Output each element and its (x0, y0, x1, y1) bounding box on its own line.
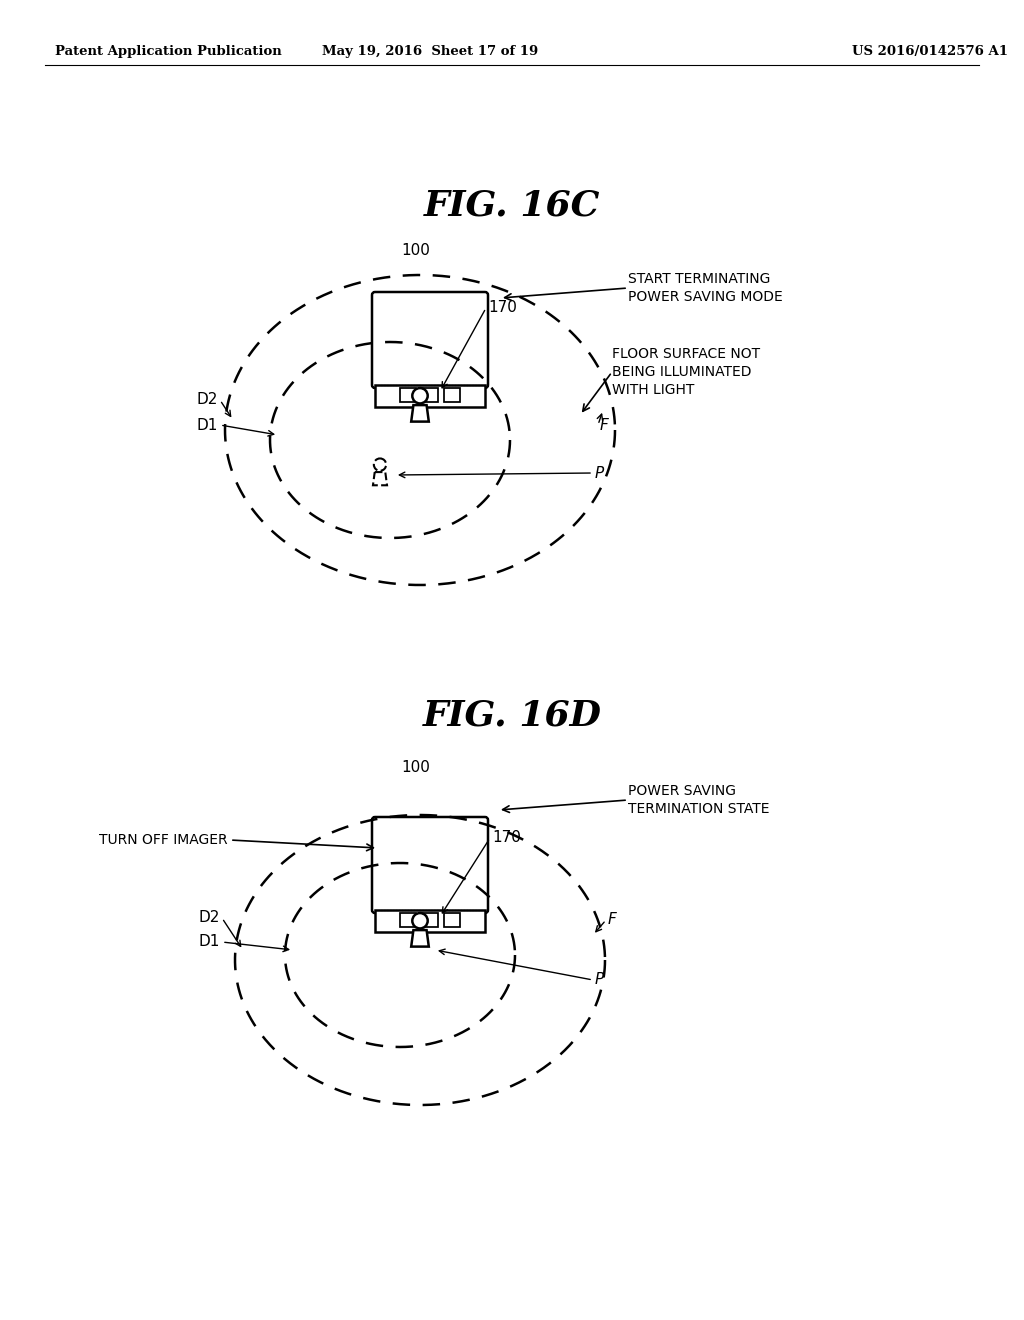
Text: P: P (595, 466, 604, 480)
Circle shape (413, 388, 428, 404)
Polygon shape (373, 473, 387, 486)
Circle shape (413, 913, 428, 928)
Text: F: F (608, 912, 616, 928)
Text: FIG. 16D: FIG. 16D (423, 698, 601, 733)
Bar (400, 388, 416, 403)
Polygon shape (412, 931, 429, 946)
Text: 100: 100 (401, 760, 430, 775)
Text: FIG. 16C: FIG. 16C (424, 187, 600, 222)
Text: START TERMINATING
POWER SAVING MODE: START TERMINATING POWER SAVING MODE (628, 272, 782, 304)
Bar (400, 913, 416, 927)
Text: May 19, 2016  Sheet 17 of 19: May 19, 2016 Sheet 17 of 19 (322, 45, 539, 58)
Circle shape (374, 458, 386, 471)
Text: FLOOR SURFACE NOT
BEING ILLUMINATED
WITH LIGHT: FLOOR SURFACE NOT BEING ILLUMINATED WITH… (612, 347, 760, 397)
Text: 170: 170 (492, 830, 521, 846)
Polygon shape (412, 405, 429, 421)
Text: P: P (595, 973, 604, 987)
Text: D1: D1 (199, 935, 220, 949)
Text: POWER SAVING
TERMINATION STATE: POWER SAVING TERMINATION STATE (628, 784, 769, 816)
Bar (375, 385, 485, 407)
FancyBboxPatch shape (372, 292, 488, 388)
Text: F: F (600, 417, 608, 433)
Text: 170: 170 (488, 301, 517, 315)
Text: D1: D1 (197, 417, 218, 433)
Text: 100: 100 (401, 243, 430, 257)
Bar (422, 913, 438, 927)
Text: US 2016/0142576 A1: US 2016/0142576 A1 (852, 45, 1008, 58)
Bar (375, 909, 485, 932)
Text: D2: D2 (197, 392, 218, 408)
FancyBboxPatch shape (372, 817, 488, 913)
Bar (444, 388, 460, 403)
Text: Patent Application Publication: Patent Application Publication (55, 45, 282, 58)
Text: D2: D2 (199, 911, 220, 925)
Bar (444, 913, 460, 927)
Bar (422, 388, 438, 403)
Text: TURN OFF IMAGER: TURN OFF IMAGER (99, 833, 228, 847)
